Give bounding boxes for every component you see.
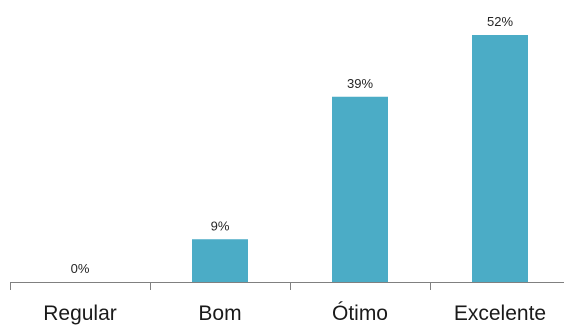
x-axis-tick-labels-group: Regular Bom Ótimo Excelente (43, 302, 546, 325)
bar-bom (192, 239, 248, 282)
data-label-ótimo: 39% (347, 76, 373, 91)
x-axis-ticks-group (10, 282, 431, 290)
bar-excelente (472, 35, 528, 282)
data-label-excelente: 52% (487, 14, 513, 29)
x-tick-label-ótimo: Ótimo (332, 302, 388, 325)
bars-group (192, 35, 528, 282)
x-tick-label-regular: Regular (43, 302, 117, 325)
data-labels-group: 0% 9% 39% 52% (71, 14, 514, 276)
x-tick-label-excelente: Excelente (454, 302, 546, 325)
data-label-bom: 9% (211, 218, 230, 233)
bar-ótimo (332, 96, 388, 282)
data-label-regular: 0% (71, 261, 90, 276)
x-tick-label-bom: Bom (198, 302, 241, 325)
